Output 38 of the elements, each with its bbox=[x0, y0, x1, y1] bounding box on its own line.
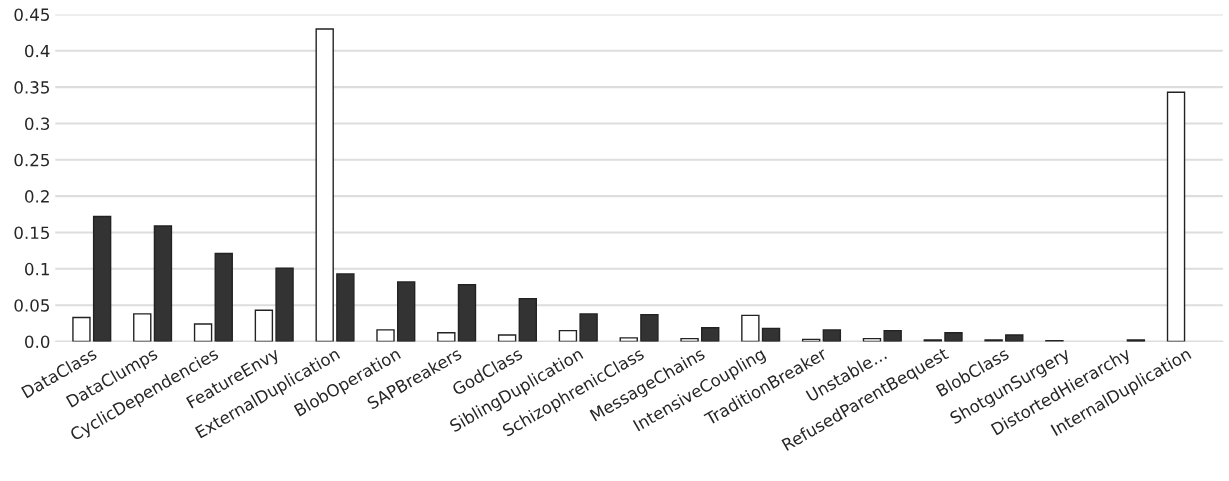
bar bbox=[153, 225, 173, 342]
bar bbox=[1166, 91, 1186, 342]
bar bbox=[619, 337, 638, 342]
bar bbox=[315, 28, 334, 342]
y-tick-label: 0.3 bbox=[25, 117, 50, 131]
y-tick-label: 0.1 bbox=[25, 262, 49, 276]
bar bbox=[741, 314, 760, 342]
bar bbox=[579, 313, 598, 342]
bar bbox=[640, 313, 659, 342]
bar bbox=[92, 215, 112, 342]
y-tick-label: 0.45 bbox=[14, 8, 49, 21]
bar bbox=[336, 273, 355, 342]
bar bbox=[376, 329, 395, 342]
y-tick-label: 0.05 bbox=[14, 299, 49, 312]
bar bbox=[518, 297, 538, 342]
bar bbox=[944, 332, 963, 342]
bar bbox=[701, 327, 720, 342]
bar bbox=[457, 284, 477, 342]
bar bbox=[1005, 334, 1024, 342]
bar bbox=[275, 267, 294, 342]
bar bbox=[396, 281, 416, 342]
bar bbox=[883, 329, 902, 342]
bar bbox=[558, 329, 578, 342]
y-tick-label: 0.4 bbox=[25, 44, 50, 58]
bar bbox=[254, 309, 274, 342]
bar bbox=[822, 329, 842, 342]
bar bbox=[72, 316, 91, 342]
bar bbox=[133, 313, 152, 342]
bar bbox=[214, 252, 233, 342]
y-tick-label: 0.35 bbox=[14, 81, 49, 94]
bar bbox=[761, 327, 781, 342]
bar bbox=[497, 334, 517, 342]
y-tick-label: 0.15 bbox=[14, 226, 49, 240]
bar bbox=[437, 332, 456, 342]
bar bbox=[193, 323, 213, 342]
y-tick-label: 0.0 bbox=[25, 335, 50, 349]
y-tick-label: 0.2 bbox=[25, 190, 49, 203]
y-tick-label: 0.25 bbox=[14, 153, 49, 167]
